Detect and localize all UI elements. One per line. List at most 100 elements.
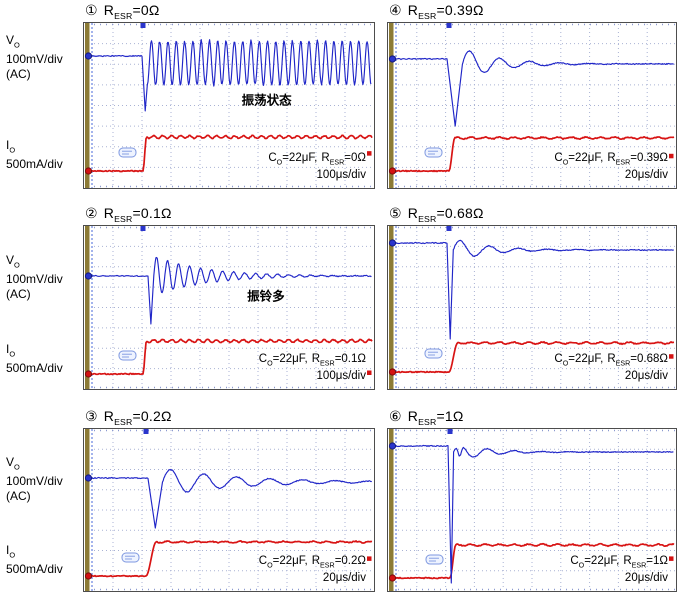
resr-subscript: ESR <box>114 416 133 427</box>
panel-number: ③ <box>85 408 98 424</box>
resr-symbol: R <box>407 205 419 221</box>
vo-trace <box>85 256 372 325</box>
trigger-position-icon <box>446 226 452 231</box>
scope-plot <box>84 23 374 188</box>
resr-value: =1Ω <box>436 408 464 424</box>
vo-trace <box>389 239 674 340</box>
scope-plot <box>388 23 676 188</box>
vo-trace <box>86 39 372 112</box>
vo-channel-marker-icon <box>388 55 397 63</box>
conditions-line: CO=22μF, RESR=1Ω <box>570 554 668 569</box>
oscilloscope-panel: CO=22μF, RESR=0.39Ω 20μs/div <box>387 22 677 189</box>
vo-channel-marker-icon <box>84 474 93 482</box>
trigger-level-marker-icon <box>669 556 674 561</box>
resr-symbol: R <box>103 408 115 424</box>
io-channel-marker-icon <box>388 167 397 175</box>
resr-symbol: R <box>103 205 115 221</box>
trigger-level-marker-icon <box>367 151 372 156</box>
io-channel-marker-icon <box>388 574 397 582</box>
oscilloscope-panel: CO=22μF, RESR=0.2Ω 20μs/div <box>83 428 375 592</box>
resr-subscript: ESR <box>114 213 133 224</box>
test-conditions: CO=22μF, RESR=0.68Ω 20μs/div <box>554 351 668 385</box>
vo-axis-label: VO 100mV/div (AC) <box>6 455 82 504</box>
io-channel-marker-icon <box>84 370 93 378</box>
timebase-label: 20μs/div <box>322 572 366 585</box>
io-axis-label: IO 500mA/div <box>6 342 82 376</box>
vo-coupling-label: (AC) <box>6 67 31 82</box>
resr-value: =0.39Ω <box>436 2 484 18</box>
panel-number: ② <box>85 205 98 221</box>
test-conditions: CO=22μF, RESR=1Ω 20μs/div <box>570 553 668 587</box>
timebase-label: 20μs/div <box>624 370 668 383</box>
io-scale-label: 500mA/div <box>6 157 63 172</box>
timebase-label: 20μs/div <box>624 169 668 182</box>
conditions-line: CO=22μF, RESR=0.2Ω <box>258 554 366 569</box>
resr-value: =0.68Ω <box>436 205 484 221</box>
trigger-level-marker-icon <box>367 370 372 375</box>
trigger-level-marker-icon <box>669 354 674 359</box>
scope-plot <box>388 226 676 389</box>
conditions-line: CO=22μF, RESR=0.39Ω <box>554 151 668 166</box>
test-conditions: CO=22μF, RESR=0.1Ω 100μs/div <box>259 351 366 385</box>
scope-plot <box>84 429 374 591</box>
io-trace <box>389 135 675 173</box>
resr-symbol: R <box>407 408 419 424</box>
vo-trace <box>85 468 372 529</box>
resr-subscript: ESR <box>114 10 133 21</box>
vo-trace <box>389 50 674 127</box>
io-trace <box>389 542 675 580</box>
left-graticule-bar <box>85 226 90 389</box>
panel-number: ① <box>85 2 98 18</box>
io-trace <box>85 338 373 376</box>
scope-cursor-badge-icon <box>424 348 443 359</box>
scope-cursor-badge-icon <box>424 147 443 158</box>
panel-title: ④ RESR=0.39Ω <box>389 2 484 21</box>
trigger-position-icon <box>143 429 149 434</box>
trigger-level-marker-icon <box>367 556 372 561</box>
vo-channel-marker-icon <box>388 442 397 450</box>
waveform-note: 振铃多 <box>247 289 285 304</box>
scope-cursor-badge-icon <box>425 554 444 565</box>
vo-channel-marker-icon <box>84 272 93 280</box>
vo-coupling-label: (AC) <box>6 489 31 504</box>
scope-plot <box>388 429 676 591</box>
panel-number: ④ <box>389 2 402 18</box>
conditions-line: CO=22μF, RESR=0.1Ω <box>258 352 366 367</box>
io-scale-label: 500mA/div <box>6 562 63 577</box>
grid-dots <box>398 23 675 188</box>
vo-channel-marker-icon <box>84 52 93 60</box>
io-channel-marker-icon <box>388 368 397 376</box>
resr-value: =0.1Ω <box>132 205 172 221</box>
oscilloscope-panel: CO=22μF, RESR=1Ω 20μs/div <box>387 428 677 592</box>
panel-title: ③ RESR=0.2Ω <box>85 408 172 427</box>
trigger-position-icon <box>446 23 452 28</box>
vo-axis-label: VO 100mV/div (AC) <box>6 253 82 302</box>
vo-channel-marker-icon <box>388 239 397 247</box>
io-channel-marker-icon <box>84 572 93 580</box>
io-scale-label: 500mA/div <box>6 361 63 376</box>
timebase-label: 20μs/div <box>624 572 668 585</box>
test-conditions: CO=22μF, RESR=0Ω 100μs/div <box>268 150 366 184</box>
oscilloscope-panel: 振荡状态 CO=22μF, RESR=0Ω 100μs/div <box>83 22 375 189</box>
vo-axis-label: VO 100mV/div (AC) <box>6 33 82 82</box>
io-axis-label: IO 500mA/div <box>6 138 82 172</box>
panel-title: ① RESR=0Ω <box>85 2 160 21</box>
oscilloscope-panel: CO=22μF, RESR=0.68Ω 20μs/div <box>387 225 677 390</box>
resr-value: =0Ω <box>132 2 160 18</box>
resr-subscript: ESR <box>418 213 437 224</box>
resr-subscript: ESR <box>418 10 437 21</box>
panel-title: ⑥ RESR=1Ω <box>389 408 464 427</box>
trigger-level-marker-icon <box>669 153 674 159</box>
scope-plot <box>84 226 374 389</box>
io-axis-label: IO 500mA/div <box>6 543 82 577</box>
scope-cursor-badge-icon <box>118 147 137 158</box>
vo-coupling-label: (AC) <box>6 287 31 302</box>
trigger-position-icon <box>140 226 146 231</box>
test-conditions: CO=22μF, RESR=0.2Ω 20μs/div <box>259 553 366 587</box>
oscilloscope-panel: 振铃多 CO=22μF, RESR=0.1Ω 100μs/div <box>83 225 375 390</box>
vo-trace <box>389 444 674 584</box>
grid-dots <box>94 226 373 389</box>
io-channel-marker-icon <box>84 167 93 175</box>
resr-subscript: ESR <box>418 416 437 427</box>
